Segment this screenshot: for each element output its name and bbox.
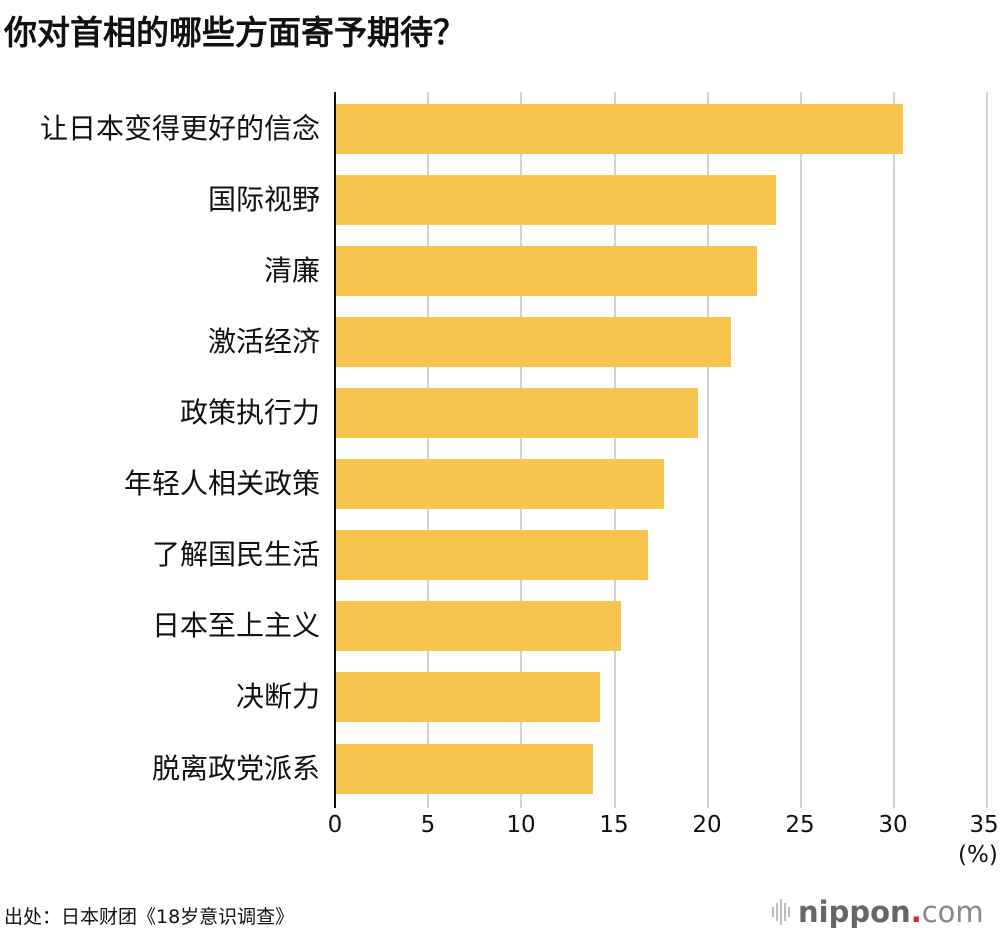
category-label: 决断力 [235, 680, 320, 713]
bar-8 [335, 672, 600, 722]
chart-title: 你对首相的哪些方面寄予期待？ [4, 13, 466, 52]
x-tick-label: 5 [420, 812, 436, 838]
category-label: 脱离政党派系 [151, 752, 320, 785]
x-axis-unit: (%) [958, 842, 998, 868]
category-label: 激活经济 [207, 325, 320, 358]
category-label: 了解国民生活 [151, 538, 320, 571]
x-tick-label: 25 [785, 812, 815, 838]
gridline-15 [614, 92, 616, 808]
nippon-logo: nippon. com [772, 895, 984, 929]
bar-1 [335, 175, 776, 225]
category-label: 日本至上主义 [151, 609, 320, 642]
category-label: 政策执行力 [179, 396, 320, 429]
x-tick-label: 35 [969, 812, 999, 838]
category-label: 国际视野 [207, 183, 320, 216]
category-label: 让日本变得更好的信念 [39, 112, 320, 145]
gridline-25 [800, 92, 802, 808]
x-tick-label: 30 [878, 812, 908, 838]
bar-4 [335, 388, 698, 438]
sound-wave-icon [772, 899, 790, 925]
gridline-35 [986, 92, 988, 808]
y-axis-line [334, 92, 336, 808]
bar-6 [335, 530, 648, 580]
x-tick-label: 20 [692, 812, 722, 838]
gridline-5 [427, 92, 429, 808]
x-tick-label: 15 [599, 812, 629, 838]
logo-text: nippon [798, 895, 911, 929]
bar-7 [335, 601, 621, 651]
bar-0 [335, 104, 903, 154]
gridline-30 [893, 92, 895, 808]
x-tick-label: 0 [327, 812, 343, 838]
category-label: 年轻人相关政策 [123, 467, 320, 500]
bar-9 [335, 744, 593, 794]
gridline-20 [707, 92, 709, 808]
gridline-10 [520, 92, 522, 808]
logo-tld: com [921, 895, 984, 929]
category-label: 清廉 [263, 254, 320, 287]
bar-3 [335, 317, 731, 367]
source-note: 出处：日本财团《18岁意识调查》 [4, 906, 295, 928]
plot-area [334, 92, 988, 808]
bar-2 [335, 246, 757, 296]
logo-dot: . [910, 895, 922, 929]
x-tick-label: 10 [506, 812, 536, 838]
bar-5 [335, 459, 664, 509]
